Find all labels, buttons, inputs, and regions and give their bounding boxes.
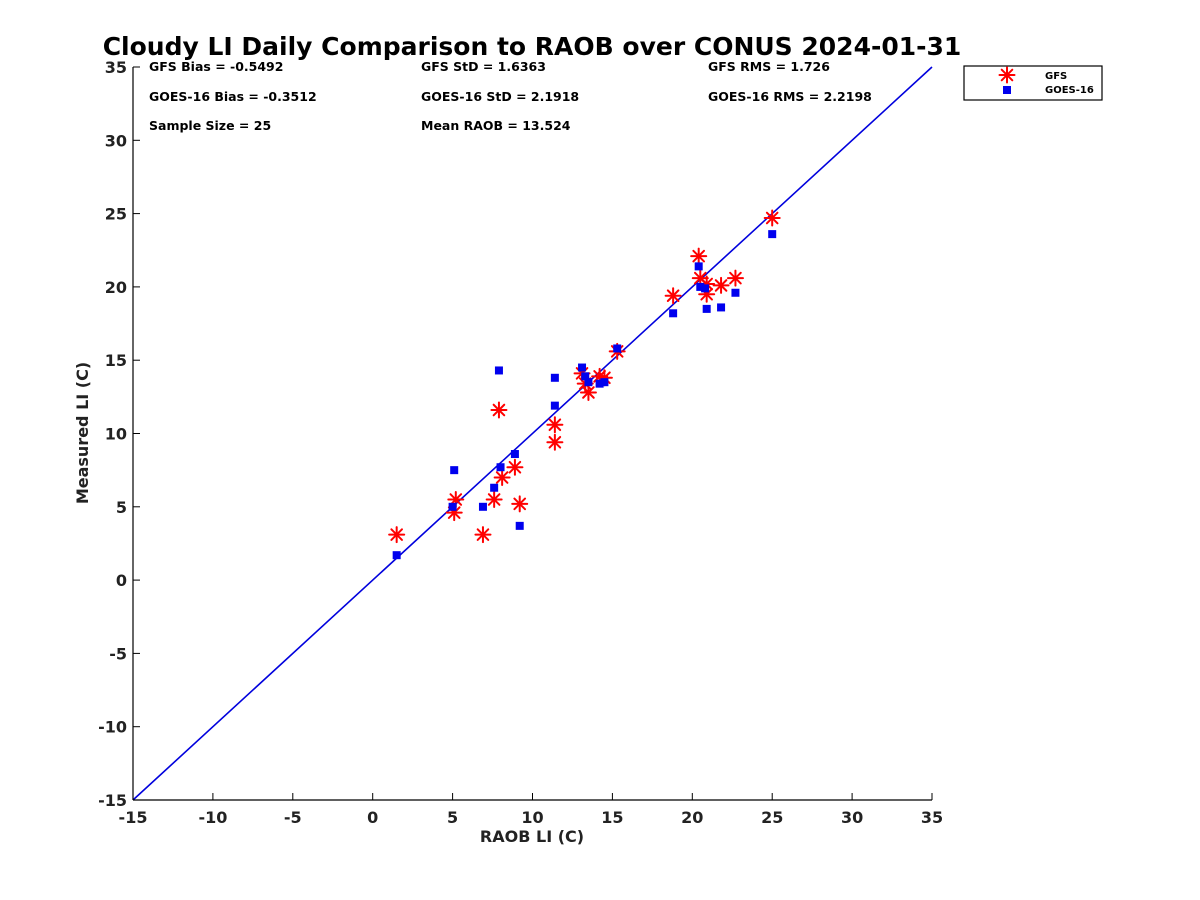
y-tick-label: 30 bbox=[105, 131, 127, 150]
gfs-point bbox=[763, 209, 781, 227]
goes16-point bbox=[696, 282, 705, 291]
one-to-one-line bbox=[132, 66, 933, 801]
legend-goes16-marker bbox=[1003, 86, 1011, 94]
y-tick-label: 0 bbox=[116, 571, 127, 590]
legend: GFS GOES-16 bbox=[963, 65, 1103, 101]
goes16-point bbox=[448, 502, 457, 511]
y-tick-label: -10 bbox=[98, 718, 127, 737]
x-tick-label: 20 bbox=[681, 808, 703, 827]
x-tick-label: 5 bbox=[447, 808, 458, 827]
goes16-point bbox=[496, 463, 505, 472]
reference-line-group bbox=[132, 66, 933, 801]
gfs-point bbox=[579, 383, 597, 401]
y-tick-label: 35 bbox=[105, 58, 127, 77]
x-tick-label: 25 bbox=[761, 808, 783, 827]
gfs-point bbox=[690, 247, 708, 265]
stat-text: Mean RAOB = 13.524 bbox=[421, 118, 571, 133]
goes16-point bbox=[600, 378, 609, 387]
goes16-point bbox=[613, 344, 622, 353]
x-tick-label: 35 bbox=[921, 808, 943, 827]
goes16-point bbox=[768, 230, 777, 239]
goes16-point bbox=[510, 450, 519, 459]
goes16-point bbox=[494, 366, 503, 375]
goes16-point bbox=[392, 551, 401, 560]
goes16-point bbox=[478, 502, 487, 511]
gfs-point bbox=[726, 269, 744, 287]
goes16-point bbox=[578, 363, 587, 372]
stat-text: GOES-16 StD = 2.1918 bbox=[421, 89, 579, 104]
gfs-point bbox=[664, 287, 682, 305]
data-points bbox=[388, 209, 781, 560]
goes16-point bbox=[702, 304, 711, 313]
goes16-point bbox=[550, 401, 559, 410]
goes16-point bbox=[515, 521, 524, 530]
legend-goes16-label: GOES-16 bbox=[1045, 85, 1094, 96]
goes16-point bbox=[717, 303, 726, 312]
x-tick-label: 15 bbox=[601, 808, 623, 827]
x-tick-label: 0 bbox=[367, 808, 378, 827]
x-tick-label: 10 bbox=[521, 808, 543, 827]
goes16-point bbox=[701, 284, 710, 293]
goes16-point bbox=[694, 262, 703, 271]
stat-text: GFS StD = 1.6363 bbox=[421, 59, 546, 74]
goes16-point bbox=[584, 378, 593, 387]
gfs-point bbox=[546, 416, 564, 434]
y-tick-label: 15 bbox=[105, 351, 127, 370]
y-tick-label: 20 bbox=[105, 278, 127, 297]
legend-gfs-label: GFS bbox=[1045, 71, 1067, 82]
stat-text: GFS Bias = -0.5492 bbox=[149, 59, 283, 74]
y-tick-label: 5 bbox=[116, 498, 127, 517]
x-tick-label: -15 bbox=[119, 808, 148, 827]
stat-text: GFS RMS = 1.726 bbox=[708, 59, 830, 74]
gfs-point bbox=[485, 490, 503, 508]
gfs-point bbox=[474, 526, 492, 544]
y-tick-label: 25 bbox=[105, 205, 127, 224]
goes16-point bbox=[450, 466, 459, 475]
stat-text: GOES-16 Bias = -0.3512 bbox=[149, 89, 317, 104]
stat-text: GOES-16 RMS = 2.2198 bbox=[708, 89, 872, 104]
x-axis-label: RAOB LI (C) bbox=[480, 827, 584, 846]
legend-gfs-marker bbox=[998, 66, 1016, 84]
y-axis-label: Measured LI (C) bbox=[73, 362, 92, 504]
stat-text: Sample Size = 25 bbox=[149, 118, 271, 133]
x-tick-label: -10 bbox=[198, 808, 227, 827]
goes16-point bbox=[731, 288, 740, 297]
x-tick-label: -5 bbox=[284, 808, 302, 827]
y-tick-label: -5 bbox=[109, 644, 127, 663]
goes16-point bbox=[490, 483, 499, 492]
gfs-point bbox=[490, 401, 508, 419]
axes: -15 -10 -5 0 5 10 15 20 25 30 35 -15 -10 -5 0 5 10 15 20 25… bbox=[98, 58, 943, 827]
gfs-point bbox=[506, 458, 524, 476]
gfs-point bbox=[388, 526, 406, 544]
gfs-point bbox=[712, 276, 730, 294]
x-tick-label: 30 bbox=[841, 808, 863, 827]
goes16-point bbox=[669, 309, 678, 318]
y-tick-label: 10 bbox=[105, 425, 127, 444]
series-goes-16-group bbox=[392, 230, 777, 560]
stats-block: GFS Bias = -0.5492 GFS StD = 1.6363 GFS RM… bbox=[149, 59, 872, 133]
gfs-point bbox=[493, 468, 511, 486]
gfs-point bbox=[546, 433, 564, 451]
chart-title: Cloudy LI Daily Comparison to RAOB over … bbox=[103, 32, 962, 61]
legend-box bbox=[963, 65, 1103, 101]
goes16-point bbox=[550, 373, 559, 382]
gfs-point bbox=[511, 495, 529, 513]
y-tick-label: -15 bbox=[98, 791, 127, 810]
goes16-point bbox=[595, 379, 604, 388]
goes16-point bbox=[581, 372, 590, 381]
